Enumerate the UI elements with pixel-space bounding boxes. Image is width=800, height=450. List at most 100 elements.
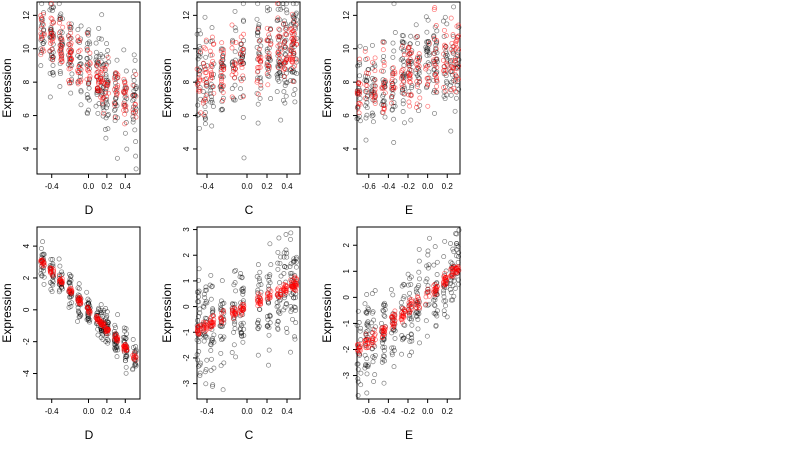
observed-point: [391, 364, 397, 370]
observed-point: [358, 325, 364, 331]
observed-point: [392, 30, 398, 35]
observed-point: [441, 290, 447, 296]
observed-point: [392, 336, 398, 341]
fitted-point: [454, 45, 459, 51]
observed-point: [208, 296, 214, 302]
observed-point: [209, 284, 215, 290]
fitted-point: [414, 66, 420, 72]
observed-point: [453, 95, 459, 101]
fitted-point: [94, 88, 100, 94]
fitted-point: [58, 46, 64, 52]
observed-point: [416, 68, 422, 74]
observed-point: [98, 310, 104, 316]
fitted-point: [101, 323, 107, 329]
observed-point: [85, 32, 91, 38]
observed-point: [364, 309, 370, 315]
fitted-point: [239, 65, 245, 71]
fitted-point: [382, 331, 388, 337]
plot-frame: [196, 226, 301, 400]
observed-point: [380, 345, 386, 350]
observed-point: [293, 256, 299, 262]
y-axis-label: Expression: [0, 283, 14, 342]
observed-point: [355, 366, 361, 372]
fitted-point: [275, 15, 281, 21]
observed-point: [265, 73, 271, 79]
fitted-point: [399, 43, 405, 49]
observed-point: [390, 292, 396, 298]
observed-point: [85, 95, 91, 101]
observed-point: [266, 68, 272, 74]
fitted-point: [103, 90, 109, 96]
observed-point: [405, 271, 411, 277]
fitted-point: [201, 60, 206, 66]
fitted-point: [372, 87, 378, 93]
fitted-point: [220, 309, 226, 315]
observed-point: [283, 301, 289, 307]
observed-point: [444, 21, 450, 27]
fitted-point: [76, 49, 82, 55]
fitted-point: [68, 35, 73, 41]
observed-point: [218, 333, 223, 339]
fitted-point: [442, 280, 448, 286]
observed-point: [267, 313, 273, 319]
observed-point: [453, 253, 459, 259]
fitted-point: [68, 47, 74, 53]
observed-point: [105, 102, 110, 108]
observed-point: [240, 291, 246, 297]
fitted-point: [362, 48, 368, 54]
fitted-point: [210, 41, 216, 47]
y-tick-label: -2: [22, 338, 31, 346]
fitted-point: [275, 65, 281, 71]
fitted-point: [208, 75, 214, 80]
x-axis-label: E: [405, 203, 413, 217]
fitted-point: [275, 50, 281, 56]
observed-point: [57, 13, 63, 19]
fitted-point: [233, 61, 239, 67]
fitted-point: [450, 57, 456, 63]
fitted-point: [77, 295, 83, 300]
observed-point: [289, 306, 295, 312]
fitted-point: [131, 352, 137, 358]
observed-point: [416, 76, 422, 81]
fitted-point: [288, 25, 294, 31]
observed-point: [275, 260, 281, 266]
observed-point: [398, 300, 404, 306]
fitted-point: [84, 76, 90, 82]
observed-point: [363, 115, 369, 121]
fitted-point: [255, 91, 261, 97]
observed-point: [50, 261, 56, 267]
fitted-point: [405, 58, 411, 64]
observed-point: [381, 53, 387, 59]
observed-point: [210, 335, 216, 341]
observed-point: [288, 236, 293, 242]
fitted-point: [281, 292, 287, 298]
observed-point: [448, 92, 454, 98]
observed-point: [47, 280, 53, 286]
fitted-point: [68, 285, 74, 291]
observed-point: [424, 52, 430, 58]
fitted-point: [122, 83, 128, 89]
y-tick-label: 1: [182, 278, 191, 283]
observed-point: [293, 1, 299, 7]
observed-point: [454, 241, 460, 247]
observed-point: [131, 52, 137, 58]
fitted-point: [282, 65, 287, 71]
observed-point: [407, 353, 413, 358]
fitted-point: [112, 334, 118, 340]
fitted-point: [452, 59, 458, 65]
observed-point: [417, 54, 423, 60]
observed-point: [233, 28, 239, 34]
x-axis-label: D: [85, 428, 94, 442]
fitted-point: [197, 69, 203, 75]
fitted-point: [208, 67, 214, 73]
fitted-point: [115, 82, 121, 88]
observed-point: [284, 254, 290, 260]
fitted-point: [100, 110, 106, 116]
observed-point: [124, 354, 130, 360]
fitted-point: [69, 290, 74, 296]
fitted-point: [230, 316, 236, 322]
fitted-point: [425, 103, 431, 109]
observed-point: [41, 281, 47, 287]
observed-point: [292, 87, 298, 92]
